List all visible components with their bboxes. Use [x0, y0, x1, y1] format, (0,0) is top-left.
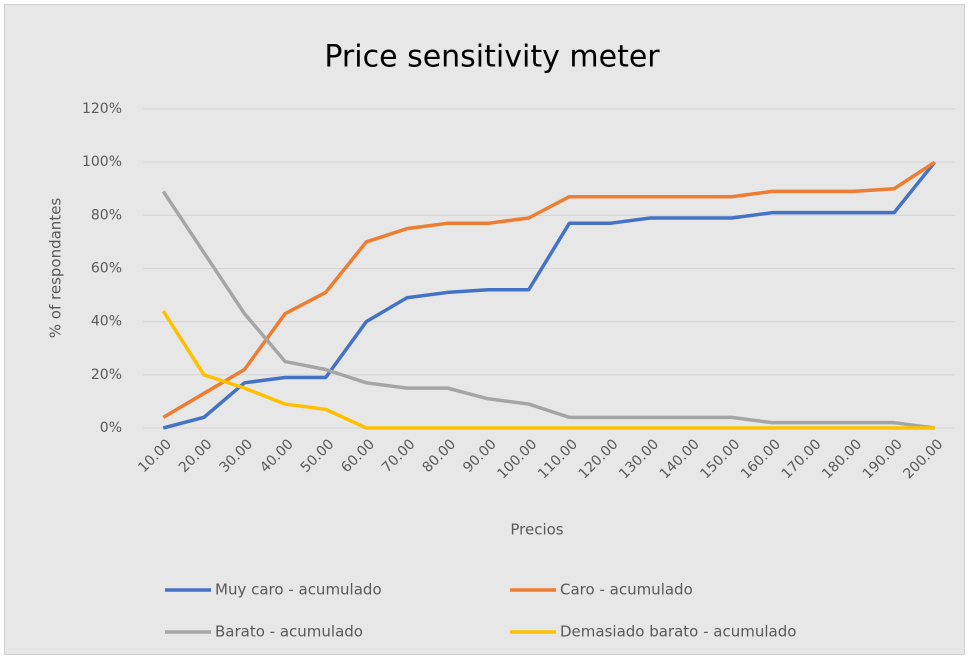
- chart-title: Price sensitivity meter: [324, 40, 660, 75]
- legend-label: Demasiado barato - acumulado: [560, 623, 796, 641]
- series-line: [162, 160, 936, 419]
- chart-area: [4, 4, 965, 655]
- y-tick-label: 120%: [82, 101, 122, 117]
- x-axis-title: Precios: [510, 521, 563, 539]
- legend-label: Caro - acumulado: [560, 581, 693, 599]
- y-tick-label: 80%: [91, 207, 122, 223]
- y-axis-title: % of respondantes: [47, 198, 65, 339]
- y-tick-label: 20%: [91, 367, 122, 383]
- y-tick-label: 0%: [100, 420, 122, 436]
- y-tick-label: 40%: [91, 314, 122, 330]
- series-line: [162, 161, 937, 430]
- legend-label: Barato - acumulado: [215, 623, 363, 641]
- series-line: [161, 190, 935, 430]
- y-tick-label: 100%: [82, 154, 122, 170]
- legend-label: Muy caro - acumulado: [215, 581, 382, 599]
- series-line: [161, 310, 935, 430]
- y-tick-label: 60%: [91, 261, 122, 277]
